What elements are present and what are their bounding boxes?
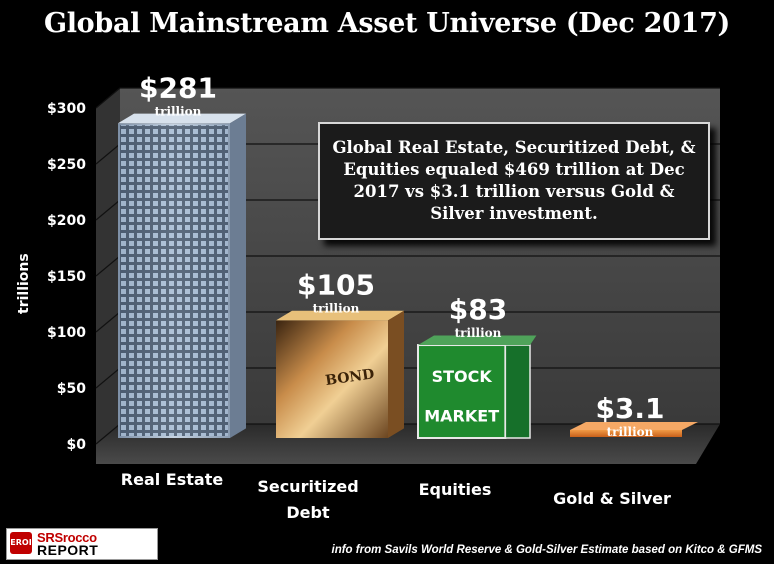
y-tick-label: $0 (67, 437, 87, 453)
logo-line1: SRSrocco (37, 530, 97, 545)
unit-label: trillion (155, 104, 202, 118)
y-tick-label: $200 (47, 213, 86, 229)
bond-text: BOND (324, 366, 375, 389)
bar-front (570, 430, 682, 437)
y-tick-label: $150 (47, 269, 86, 285)
value-label: $281 (139, 71, 217, 104)
value-label: $105 (297, 268, 375, 301)
y-tick-label: $50 (57, 381, 86, 397)
category-label: Real Estate (121, 470, 224, 489)
bar-front (417, 344, 507, 440)
gridline (95, 87, 720, 109)
y-tick-label: $300 (47, 101, 86, 117)
logo-line2: REPORT (37, 542, 99, 558)
category-label: Equities (419, 480, 492, 499)
bar-side (230, 113, 246, 439)
chart-title: Global Mainstream Asset Universe (Dec 20… (43, 8, 731, 39)
unit-label: trillion (455, 326, 502, 340)
bar-side (504, 344, 531, 439)
value-label: $83 (449, 293, 507, 326)
stock-text: STOCK (432, 367, 493, 386)
bar-top (570, 422, 698, 430)
value-label: $3.1 (595, 392, 664, 425)
y-tick-label: $250 (47, 157, 86, 173)
chart-floor (96, 424, 720, 464)
category-label: Debt (286, 503, 330, 522)
bar-top (118, 113, 246, 124)
bar-skyscraper (118, 113, 246, 439)
bar-stock-market-sign: STOCK MARKET (417, 335, 537, 440)
source-note: info from Savils World Reserve & Gold-Si… (331, 544, 763, 556)
bar-top (418, 335, 537, 346)
bar-orange-block (570, 422, 698, 437)
bar-windows (120, 125, 228, 436)
bar-dollar-bill: BOND (276, 310, 404, 438)
category-label: Gold & Silver (553, 489, 671, 508)
bar-side (388, 310, 404, 438)
srsrocco-logo: EROI SRSrocco REPORT (6, 528, 158, 560)
market-text: MARKET (424, 406, 499, 425)
y-tick-label: $100 (47, 325, 86, 341)
category-label: Securitized (257, 477, 358, 496)
annotation-text: Global Real Estate, Securitized Debt, & … (332, 138, 696, 223)
unit-label: trillion (313, 301, 360, 315)
bar-top (276, 310, 404, 321)
eroi-badge-icon: EROI (10, 532, 32, 554)
annotation-box: Global Real Estate, Securitized Debt, & … (318, 122, 710, 240)
unit-label: trillion (607, 425, 654, 439)
bar-front (276, 320, 388, 438)
